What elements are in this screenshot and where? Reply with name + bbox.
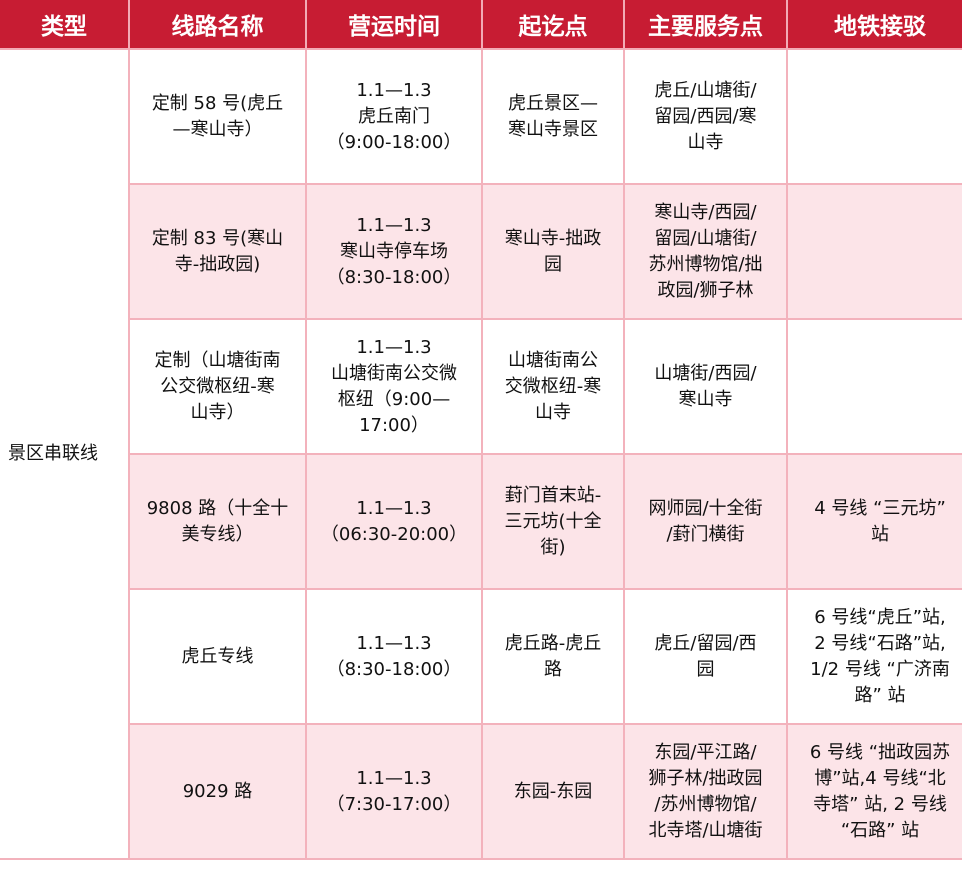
cell-metro-transfer xyxy=(786,183,962,320)
cell-route-name: 虎丘专线 xyxy=(129,588,307,725)
cell-service-points: 寒山寺/西园/ 留园/山塘街/ 苏州博物馆/拙 政园/狮子林 xyxy=(623,183,788,320)
table-row: 虎丘专线 1.1—1.3 （8:30-18:00） 虎丘路-虎丘 路虎丘/留园/西 … xyxy=(0,588,962,725)
cell-route-name: 定制（山塘街南 公交微枢纽-寒 山寺） xyxy=(129,318,307,455)
header-route-name: 线路名称 xyxy=(129,0,307,50)
header-endpoints: 起讫点 xyxy=(482,0,625,50)
cell-operating-time: 1.1—1.3 寒山寺停车场 （8:30-18:00） xyxy=(305,183,483,320)
cell-endpoints: 虎丘路-虎丘 路 xyxy=(481,588,625,725)
cell-route-name: 9029 路 xyxy=(129,723,307,860)
cell-endpoints: 葑门首末站- 三元坊(十全 街) xyxy=(481,453,625,590)
cell-endpoints: 寒山寺-拙政 园 xyxy=(481,183,625,320)
cell-operating-time: 1.1—1.3 （06:30-20:00） xyxy=(305,453,483,590)
cell-metro-transfer: 6 号线 “拙政园苏 博”站,4 号线“北 寺塔” 站, 2 号线 “石路” 站 xyxy=(786,723,962,860)
cell-service-points: 山塘街/西园/ 寒山寺 xyxy=(623,318,788,455)
header-service-points: 主要服务点 xyxy=(624,0,788,50)
table-row: 9029 路 1.1—1.3 （7:30-17:00） 东园-东园 东园/平江路/ 狮… xyxy=(0,723,962,860)
cell-service-points: 东园/平江路/ 狮子林/拙政园 /苏州博物馆/ 北寺塔/山塘街 xyxy=(623,723,788,860)
cell-metro-transfer: 6 号线“虎丘”站, 2 号线“石路”站, 1/2 号线 “广济南 路” 站 xyxy=(786,588,962,725)
cell-operating-time: 1.1—1.3 （8:30-18:00） xyxy=(305,588,483,725)
cell-endpoints: 山塘街南公 交微枢纽-寒 山寺 xyxy=(481,318,625,455)
type-cell: 景区串联线 xyxy=(0,48,130,860)
cell-metro-transfer: 4 号线 “三元坊” 站 xyxy=(786,453,962,590)
table-row: 9808 路（十全十 美专线） 1.1—1.3 （06:30-20:00） 葑门首末… xyxy=(0,453,962,590)
table-row: 定制（山塘街南 公交微枢纽-寒 山寺） 1.1—1.3 山塘街南公交微 枢纽（9:… xyxy=(0,318,962,455)
cell-metro-transfer xyxy=(786,48,962,185)
table-row: 景区串联线 定制 58 号(虎丘 —寒山寺） 1.1—1.3 虎丘南门 （9:00… xyxy=(0,48,962,860)
header-type: 类型 xyxy=(0,0,130,50)
cell-endpoints: 虎丘景区— 寒山寺景区 xyxy=(481,48,625,185)
cell-service-points: 网师园/十全街 /葑门横街 xyxy=(623,453,788,590)
cell-operating-time: 1.1—1.3 山塘街南公交微 枢纽（9:00— 17:00） xyxy=(305,318,483,455)
cell-route-name: 定制 58 号(虎丘 —寒山寺） xyxy=(128,48,307,185)
cell-metro-transfer xyxy=(786,318,962,455)
cell-service-points: 虎丘/留园/西 园 xyxy=(623,588,788,725)
header-metro-transfer: 地铁接驳 xyxy=(787,0,962,50)
cell-route-name: 定制 83 号(寒山 寺-拙政园) xyxy=(129,183,307,320)
header-row: 类型 线路名称 营运时间 起讫点 主要服务点 地铁接驳 xyxy=(0,0,962,50)
cell-service-points: 虎丘/山塘街/ 留园/西园/寒 山寺 xyxy=(623,48,788,185)
cell-endpoints: 东园-东园 xyxy=(481,723,625,860)
header-operating-time: 营运时间 xyxy=(306,0,483,50)
cell-operating-time: 1.1—1.3 虎丘南门 （9:00-18:00） xyxy=(305,48,483,185)
table-row: 定制 83 号(寒山 寺-拙政园) 1.1—1.3 寒山寺停车场 （8:30-18… xyxy=(0,183,962,320)
cell-operating-time: 1.1—1.3 （7:30-17:00） xyxy=(305,723,483,860)
cell-route-name: 9808 路（十全十 美专线） xyxy=(129,453,307,590)
